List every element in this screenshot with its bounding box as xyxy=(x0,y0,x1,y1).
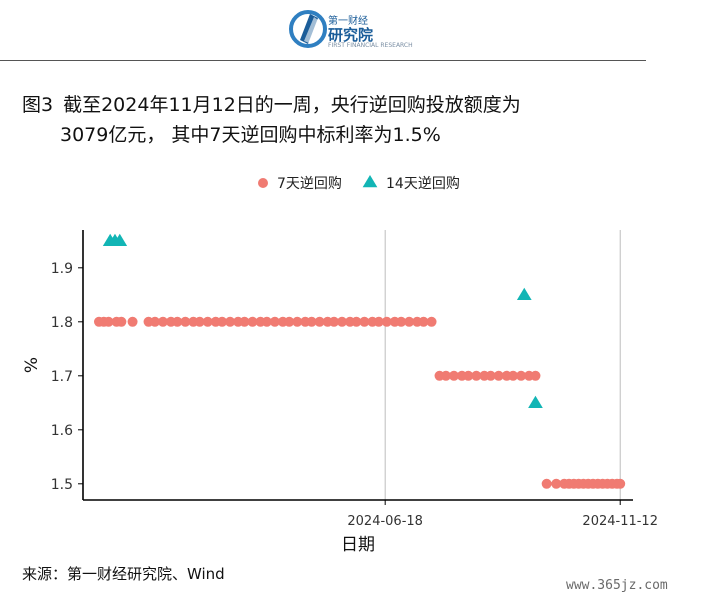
data-point-7d xyxy=(541,478,552,489)
data-point-7d xyxy=(225,316,236,327)
source-note: 来源：第一财经研究院、Wind xyxy=(22,565,225,583)
data-point-7d xyxy=(404,316,415,327)
data-point-7d xyxy=(359,316,370,327)
watermark: www.365jz.com xyxy=(566,578,668,593)
logo-emblem-icon xyxy=(289,10,327,48)
data-point-7d xyxy=(247,316,258,327)
y-tick-label: 1.9 xyxy=(51,261,73,277)
logo-text-top: 第一财经 xyxy=(328,16,368,27)
data-point-7d xyxy=(292,316,303,327)
data-point-7d xyxy=(418,316,429,327)
data-point-7d xyxy=(217,316,228,327)
y-tick-label: 1.6 xyxy=(51,423,73,439)
data-point-7d xyxy=(172,316,183,327)
y-axis-title: % xyxy=(22,357,42,373)
x-tick-label: 2024-06-18 xyxy=(347,514,423,529)
legend-marker-7d xyxy=(258,178,268,188)
data-point-7d xyxy=(373,316,384,327)
logo-text-main: 研究院 xyxy=(328,26,374,44)
data-point-7d xyxy=(314,316,325,327)
data-point-7d xyxy=(448,370,459,381)
header-divider xyxy=(0,60,646,61)
data-point-7d xyxy=(440,370,451,381)
axis-labels: 1.5 1.6 1.7 1.8 1.9 2024-06-18 2024-11-12 日期% xyxy=(22,261,658,555)
data-point-7d xyxy=(530,370,541,381)
data-point-7d xyxy=(381,316,392,327)
data-point-7d xyxy=(508,370,519,381)
data-point-7d xyxy=(471,370,482,381)
y-tick-label: 1.7 xyxy=(51,369,73,385)
data-point-7d xyxy=(551,478,562,489)
data-points xyxy=(93,233,626,489)
data-point-7d xyxy=(426,316,437,327)
data-point-7d xyxy=(493,370,504,381)
data-point-7d xyxy=(180,316,191,327)
logo-text-sub: FIRST FINANCIAL RESEARCH xyxy=(328,42,413,49)
data-point-7d xyxy=(194,316,205,327)
data-point-7d xyxy=(396,316,407,327)
data-point-7d xyxy=(116,316,127,327)
data-point-7d xyxy=(261,316,272,327)
legend-marker-14d xyxy=(362,175,378,188)
data-point-7d xyxy=(306,316,317,327)
figure-title-line2: 3079亿元， 其中7天逆回购中标利率为1.5% xyxy=(60,124,441,146)
data-point-7d xyxy=(269,316,280,327)
legend: 7天逆回购 14天逆回购 xyxy=(258,175,460,192)
figure-title-text1: 截至2024年11月12日的一周，央行逆回购投放额度为 xyxy=(63,94,521,116)
y-tick-label: 1.8 xyxy=(51,315,73,331)
scatter-chart: 7天逆回购 14天逆回购 1.5 1.6 1.7 1.8 1.9 2024-06-18 202… xyxy=(22,175,658,555)
data-point-14d xyxy=(516,287,532,301)
data-point-7d xyxy=(463,370,474,381)
data-point-7d xyxy=(239,316,250,327)
data-point-7d xyxy=(516,370,527,381)
legend-label-14d: 14天逆回购 xyxy=(386,176,460,192)
data-point-14d xyxy=(528,395,543,409)
axes xyxy=(78,230,633,505)
data-point-7d xyxy=(202,316,213,327)
gridlines xyxy=(384,230,621,500)
data-point-7d xyxy=(485,370,496,381)
logo xyxy=(288,8,398,56)
data-point-7d xyxy=(615,478,626,489)
x-axis-title: 日期 xyxy=(341,535,375,555)
x-tick-label: 2024-11-12 xyxy=(582,514,658,529)
figure-label: 图3 xyxy=(22,94,54,116)
data-point-7d xyxy=(127,316,138,327)
y-tick-label: 1.5 xyxy=(51,477,73,493)
data-point-7d xyxy=(284,316,295,327)
data-point-14d xyxy=(112,233,128,247)
data-point-7d xyxy=(329,316,340,327)
legend-label-7d: 7天逆回购 xyxy=(277,176,342,192)
data-point-7d xyxy=(149,316,160,327)
figure-title-line1: 图3 截至2024年11月12日的一周，央行逆回购投放额度为 xyxy=(22,90,521,117)
data-point-7d xyxy=(337,316,348,327)
data-point-7d xyxy=(103,316,114,327)
data-point-7d xyxy=(157,316,168,327)
data-point-7d xyxy=(351,316,362,327)
